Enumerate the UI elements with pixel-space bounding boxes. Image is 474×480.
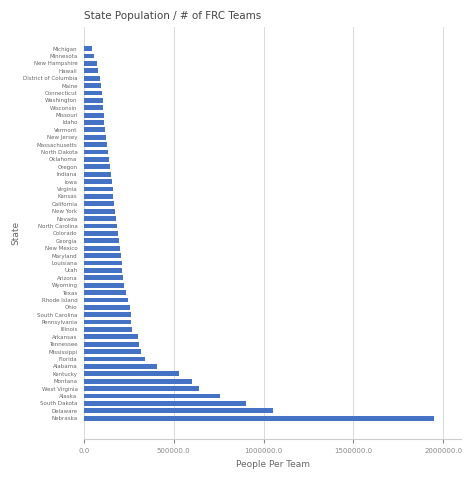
Bar xyxy=(84,372,179,376)
Bar xyxy=(84,54,94,59)
Bar xyxy=(84,408,273,413)
Bar xyxy=(84,386,199,391)
Bar xyxy=(84,216,116,221)
Bar xyxy=(84,157,109,162)
Bar xyxy=(84,394,220,398)
Bar xyxy=(84,268,122,273)
Bar xyxy=(84,135,106,140)
Bar xyxy=(84,401,246,406)
Bar xyxy=(84,150,108,155)
Bar xyxy=(84,231,118,236)
Bar xyxy=(84,342,139,347)
Bar xyxy=(84,105,103,110)
X-axis label: People Per Team: People Per Team xyxy=(236,460,310,469)
Bar xyxy=(84,120,104,125)
Bar xyxy=(84,128,105,132)
Bar xyxy=(84,327,132,332)
Bar xyxy=(84,320,131,324)
Bar xyxy=(84,98,103,103)
Bar xyxy=(84,416,434,420)
Bar xyxy=(84,298,128,302)
Bar xyxy=(84,142,107,147)
Bar xyxy=(84,261,121,265)
Bar xyxy=(84,357,145,361)
Bar xyxy=(84,113,104,118)
Bar xyxy=(84,165,110,169)
Bar xyxy=(84,276,123,280)
Bar xyxy=(84,283,124,288)
Bar xyxy=(84,46,92,51)
Bar xyxy=(84,83,101,88)
Bar xyxy=(84,290,126,295)
Y-axis label: State: State xyxy=(11,221,20,245)
Bar xyxy=(84,379,191,384)
Bar xyxy=(84,179,112,184)
Bar xyxy=(84,61,97,66)
Bar xyxy=(84,76,100,81)
Bar xyxy=(84,312,130,317)
Text: State Population / # of FRC Teams: State Population / # of FRC Teams xyxy=(84,11,261,21)
Bar xyxy=(84,187,112,192)
Bar xyxy=(84,239,119,243)
Bar xyxy=(84,68,98,73)
Bar xyxy=(84,91,102,96)
Bar xyxy=(84,209,115,214)
Bar xyxy=(84,224,117,228)
Bar xyxy=(84,246,120,251)
Bar xyxy=(84,202,114,206)
Bar xyxy=(84,172,111,177)
Bar xyxy=(84,305,129,310)
Bar xyxy=(84,253,120,258)
Bar xyxy=(84,364,157,369)
Bar xyxy=(84,335,138,339)
Bar xyxy=(84,194,113,199)
Bar xyxy=(84,349,141,354)
